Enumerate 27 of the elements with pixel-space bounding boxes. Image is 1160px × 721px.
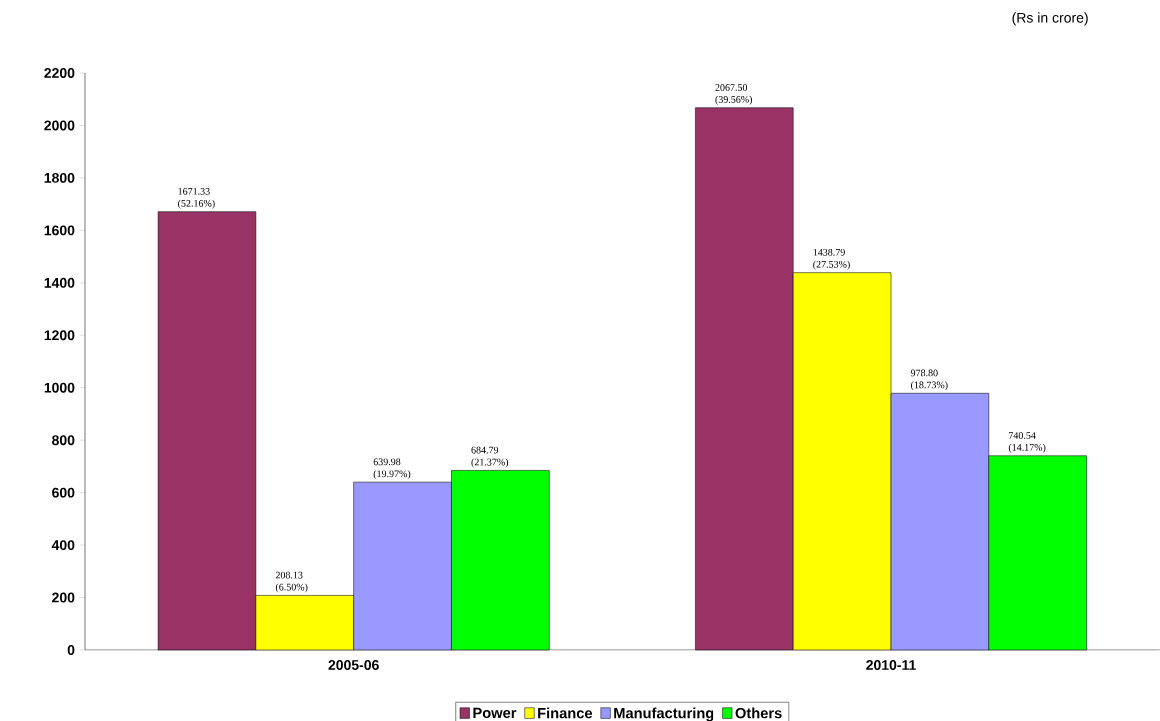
legend-label: Manufacturing	[614, 707, 714, 721]
y-tick-label: 2200	[44, 68, 75, 78]
y-tick-label: 1200	[44, 330, 75, 341]
data-label: 639.98 (19.97%)	[373, 458, 411, 480]
y-tick-label: 800	[52, 435, 75, 446]
y-tick-label: 0	[67, 645, 75, 655]
x-tick-label: 2005-06	[328, 660, 379, 670]
data-label: 978.80 (18.73%)	[910, 369, 948, 391]
data-label: 2067.50 (39.56%)	[715, 84, 753, 105]
data-label: 1438.79 (27.53%)	[813, 248, 850, 270]
data-label: 1671.33 (52.16%)	[178, 187, 215, 209]
data-label: 684.79 (21.37%)	[471, 446, 509, 468]
data-label: 740.54 (14.17%)	[1008, 432, 1046, 453]
x-tick-label: 2010-11	[866, 660, 916, 670]
y-tick-label: 1000	[44, 382, 75, 393]
y-tick-label: 400	[51, 540, 75, 551]
legend-label: Finance	[538, 707, 593, 719]
legend-label: Power	[473, 707, 517, 719]
y-tick-label: 200	[52, 592, 75, 603]
y-tick-label: 600	[52, 487, 75, 498]
y-tick-label: 2000	[44, 120, 75, 131]
y-tick-label: 1600	[44, 225, 75, 236]
y-tick-label: 1800	[44, 172, 75, 183]
legend-label: Others	[735, 707, 782, 719]
data-label: 208.13 (6.50%)	[275, 571, 308, 593]
y-tick-label: 1400	[44, 277, 75, 288]
text: (Rs in crore)	[1012, 12, 1088, 26]
